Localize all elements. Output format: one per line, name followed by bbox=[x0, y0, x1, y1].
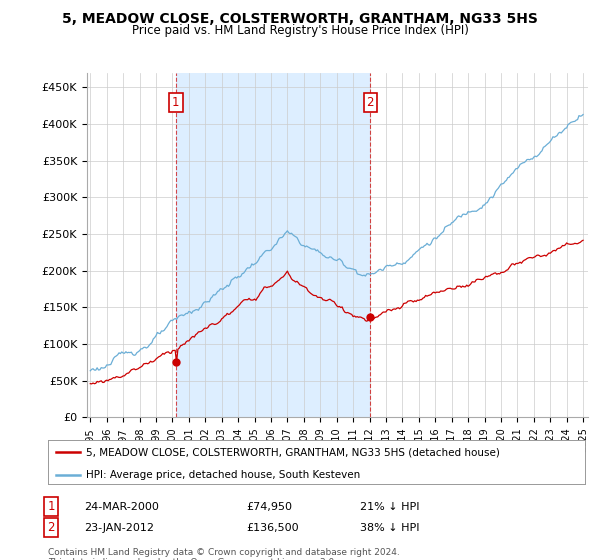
Bar bbox=[176, 73, 370, 417]
Text: Price paid vs. HM Land Registry's House Price Index (HPI): Price paid vs. HM Land Registry's House … bbox=[131, 24, 469, 37]
Text: 5, MEADOW CLOSE, COLSTERWORTH, GRANTHAM, NG33 5HS: 5, MEADOW CLOSE, COLSTERWORTH, GRANTHAM,… bbox=[62, 12, 538, 26]
Text: 23-JAN-2012: 23-JAN-2012 bbox=[84, 522, 154, 533]
Text: 5, MEADOW CLOSE, COLSTERWORTH, GRANTHAM, NG33 5HS (detached house): 5, MEADOW CLOSE, COLSTERWORTH, GRANTHAM,… bbox=[86, 447, 499, 457]
Text: Contains HM Land Registry data © Crown copyright and database right 2024.
This d: Contains HM Land Registry data © Crown c… bbox=[48, 548, 400, 560]
Text: 2: 2 bbox=[47, 521, 55, 534]
Text: 38% ↓ HPI: 38% ↓ HPI bbox=[360, 522, 419, 533]
Text: 24-MAR-2000: 24-MAR-2000 bbox=[84, 502, 159, 512]
Text: 1: 1 bbox=[172, 96, 179, 109]
Text: HPI: Average price, detached house, South Kesteven: HPI: Average price, detached house, Sout… bbox=[86, 469, 360, 479]
Text: £74,950: £74,950 bbox=[246, 502, 292, 512]
Text: 21% ↓ HPI: 21% ↓ HPI bbox=[360, 502, 419, 512]
Text: 1: 1 bbox=[47, 500, 55, 514]
Text: 2: 2 bbox=[367, 96, 374, 109]
Text: £136,500: £136,500 bbox=[246, 522, 299, 533]
